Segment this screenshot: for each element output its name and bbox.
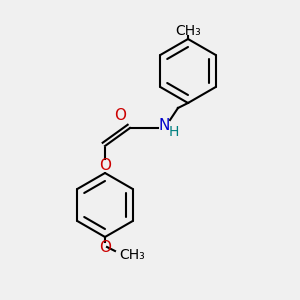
Text: O: O <box>114 109 126 124</box>
Text: CH₃: CH₃ <box>175 24 201 38</box>
Text: O: O <box>99 239 111 254</box>
Text: O: O <box>99 158 111 172</box>
Text: H: H <box>169 125 179 139</box>
Text: N: N <box>158 118 170 134</box>
Text: CH₃: CH₃ <box>119 248 145 262</box>
